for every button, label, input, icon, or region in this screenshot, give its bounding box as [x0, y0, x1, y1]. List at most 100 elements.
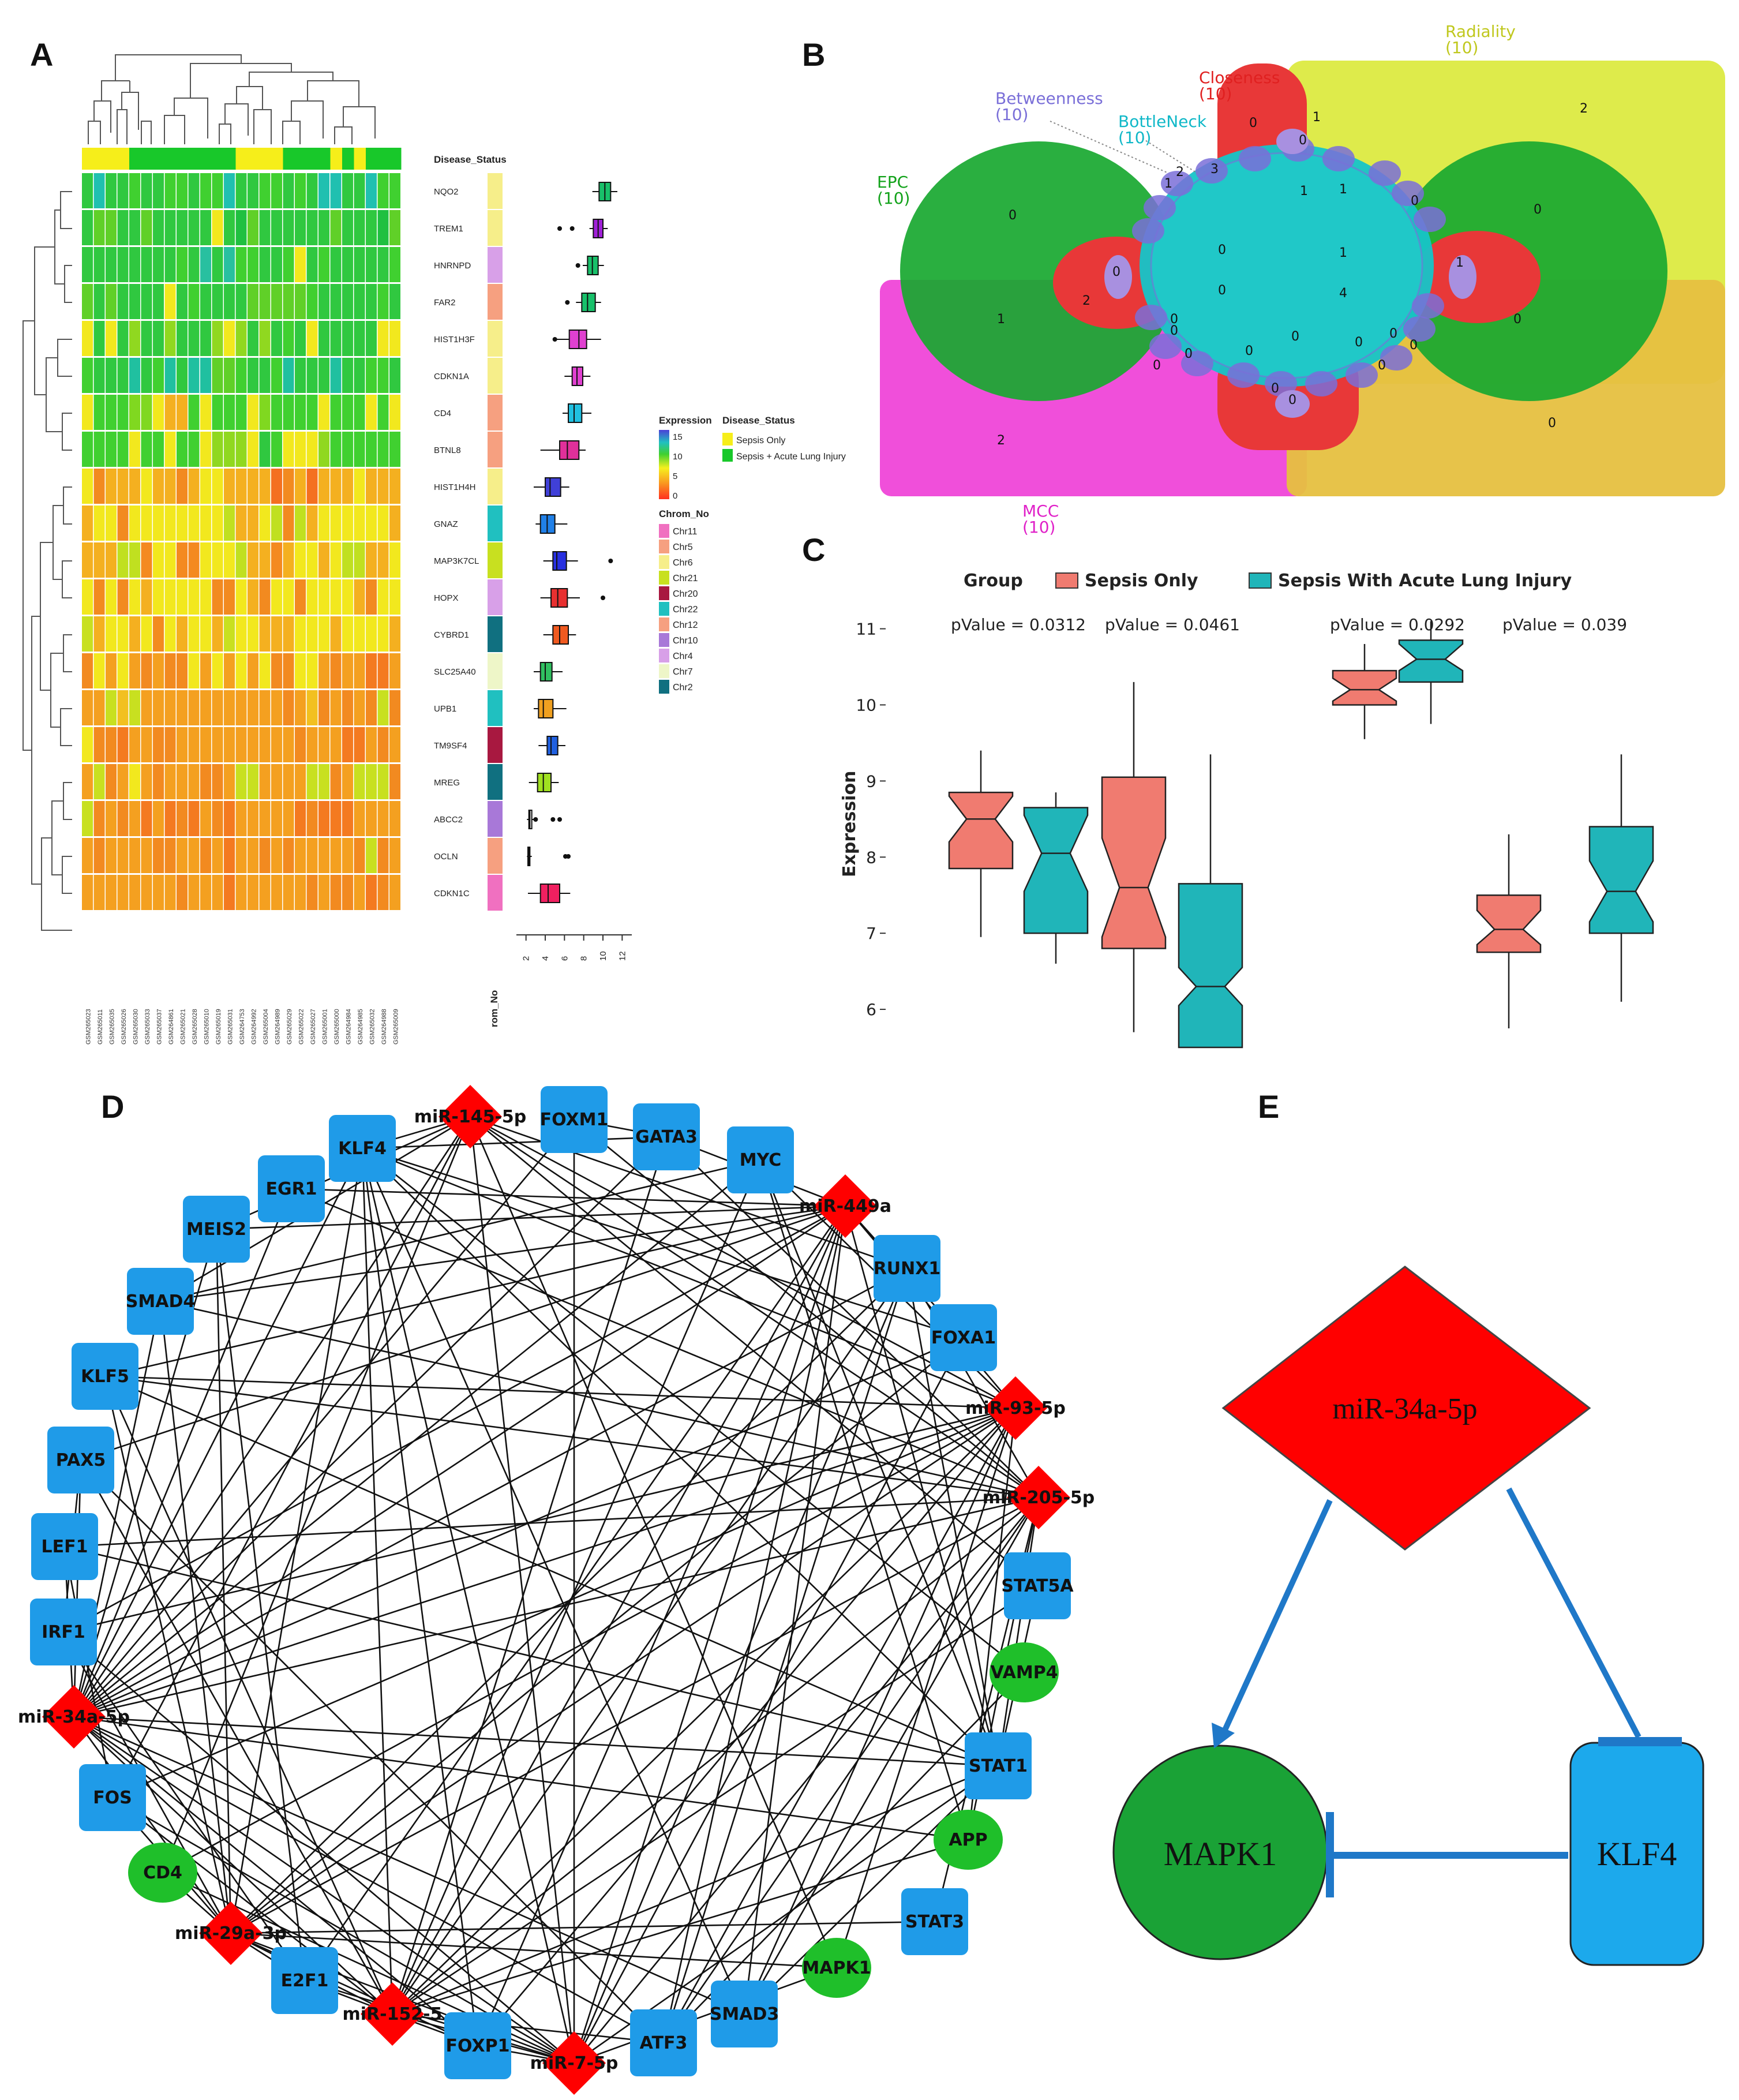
- status-cell: [212, 148, 224, 170]
- heat-cell: [164, 616, 176, 652]
- gene-expression-boxplots: 2 4 6 8 10 12: [516, 182, 632, 961]
- network-edge: [64, 1545, 999, 1767]
- venn-count: 0: [1534, 203, 1542, 217]
- heat-cell: [82, 542, 93, 578]
- heat-cell: [235, 579, 247, 615]
- heat-cell: [259, 358, 271, 393]
- heat-cell: [366, 764, 377, 799]
- set-count-closeness: (10): [1199, 84, 1232, 103]
- heat-cell: [106, 838, 117, 873]
- heat-cell: [295, 764, 306, 799]
- heat-cell: [177, 173, 188, 208]
- chrom-legend-swatch: [659, 571, 669, 585]
- heat-cell: [259, 395, 271, 430]
- network-node-label: FOXA1: [931, 1328, 996, 1348]
- chrom-legend-label: Chr20: [673, 589, 698, 599]
- heat-cell: [164, 727, 176, 762]
- heat-cell: [200, 875, 211, 910]
- network-edge: [743, 1206, 846, 2015]
- heat-cell: [306, 616, 318, 652]
- heat-cell: [389, 838, 400, 873]
- heat-cell: [177, 801, 188, 836]
- box-body: [559, 440, 580, 460]
- venn-count: 0: [1378, 358, 1386, 373]
- venn-count: 4: [1339, 286, 1347, 301]
- status-cell: [283, 148, 295, 170]
- heat-cell: [259, 653, 271, 688]
- heat-cell: [177, 432, 188, 467]
- venn-small-petals: [1104, 129, 1476, 418]
- network-edge: [230, 1268, 908, 1934]
- dendro-branch: [190, 63, 292, 98]
- gene-node: [990, 1642, 1059, 1702]
- heat-cell: [259, 542, 271, 578]
- box-axis-tick-label: 10: [598, 951, 608, 961]
- heat-cell: [342, 764, 353, 799]
- heat-cell: [389, 653, 400, 688]
- heat-cell: [212, 284, 223, 319]
- heat-cell: [330, 469, 342, 504]
- heat-cell: [153, 358, 164, 393]
- heat-cell: [212, 432, 223, 467]
- tf-node: [79, 1764, 146, 1831]
- heat-cell: [200, 653, 211, 688]
- box-body: [552, 625, 569, 645]
- heat-cell: [188, 321, 200, 356]
- heat-cell: [117, 247, 129, 282]
- heat-cell: [200, 506, 211, 541]
- network-edge: [73, 1116, 471, 1717]
- venn-petal: [1161, 171, 1193, 196]
- heat-cell: [82, 432, 93, 467]
- box-body: [550, 588, 568, 608]
- status-cell: [318, 148, 331, 170]
- network-edge: [73, 1205, 846, 1718]
- heat-cell: [235, 690, 247, 725]
- edge-mirna-to-klf4: [1506, 1487, 1641, 1739]
- heat-cell: [93, 469, 105, 504]
- chrom-cell: [488, 690, 503, 726]
- heat-cell: [295, 542, 306, 578]
- heat-cell: [235, 506, 247, 541]
- network-edge: [391, 1136, 668, 2015]
- network-edge: [392, 1839, 969, 2015]
- network-node-label: GATA3: [635, 1127, 698, 1147]
- heat-cell: [354, 469, 365, 504]
- gene-node: [802, 1938, 871, 1998]
- heat-cell: [188, 801, 200, 836]
- heat-cell: [129, 690, 140, 725]
- heat-cell: [82, 395, 93, 430]
- c-pvalue: pValue = 0.039: [1502, 615, 1627, 634]
- heat-cell: [318, 395, 329, 430]
- heat-cell: [283, 395, 294, 430]
- sample-label: GSM265019: [215, 1009, 222, 1045]
- heat-cell: [318, 616, 329, 652]
- heat-cell: [177, 284, 188, 319]
- dendro-branch: [224, 103, 249, 136]
- heat-cell: [235, 432, 247, 467]
- network-edge: [230, 1337, 964, 1934]
- network-node-label: PAX5: [56, 1450, 106, 1470]
- heat-cell: [389, 469, 400, 504]
- network-edge: [159, 1301, 232, 1934]
- gene-label: MAP3K7CL: [434, 556, 479, 566]
- heat-cell: [318, 432, 329, 467]
- heat-cell: [366, 210, 377, 245]
- venn-count: 0: [1299, 133, 1307, 148]
- c-pvalues: pValue = 0.0312 pValue = 0.0461 pValue = 0…: [951, 615, 1627, 634]
- heat-cell: [366, 616, 377, 652]
- network-edge: [62, 1631, 306, 1981]
- heat-cell: [248, 764, 258, 799]
- heat-cell: [366, 321, 377, 356]
- box-outlier: [601, 596, 605, 600]
- network-edge: [291, 1188, 846, 1207]
- network-node-label: miR-449a: [799, 1196, 891, 1216]
- box-outlier: [557, 817, 562, 822]
- heat-cell: [389, 764, 400, 799]
- chrom-cell: [488, 247, 503, 283]
- venn-petal: [1449, 255, 1476, 299]
- heat-cell: [342, 579, 353, 615]
- heat-cell: [200, 542, 211, 578]
- heat-cell: [259, 727, 271, 762]
- heat-cell: [117, 506, 129, 541]
- mirna-node: [814, 1174, 877, 1238]
